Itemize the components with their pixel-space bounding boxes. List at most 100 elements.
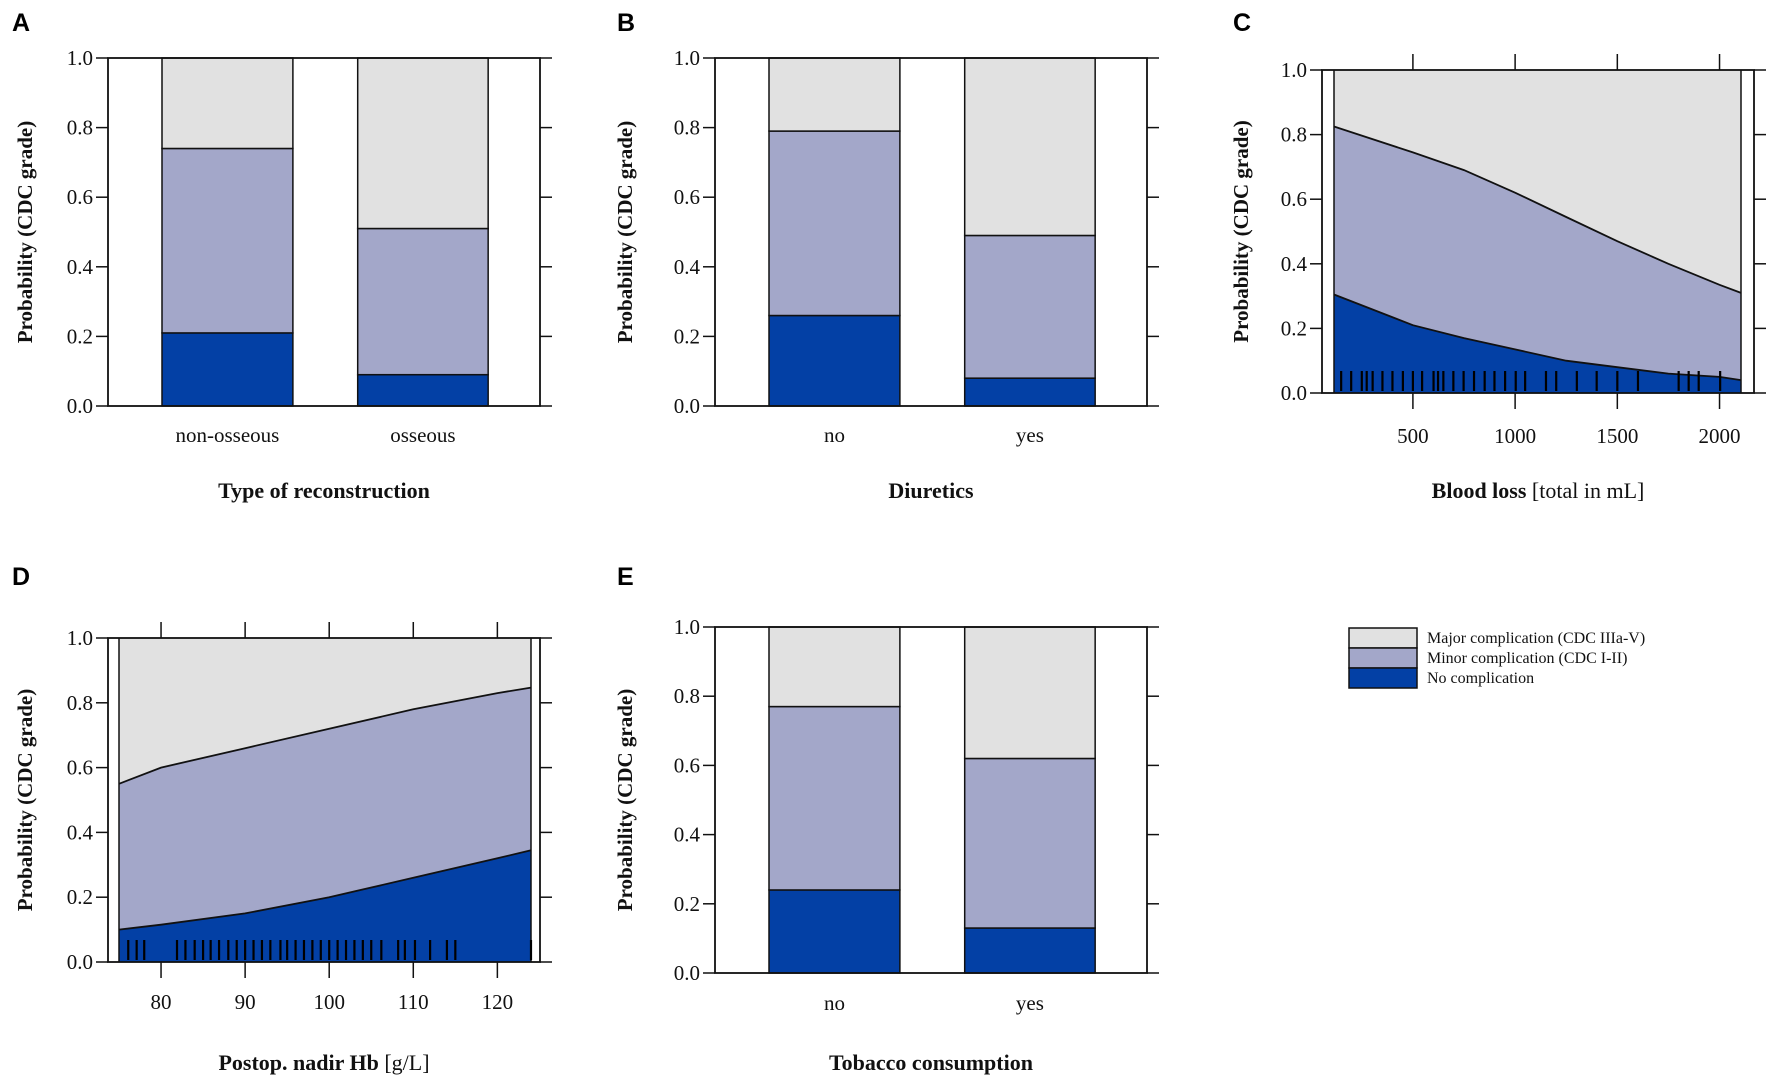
y-tick-label: 0.4 [1281,252,1308,276]
y-tick-label: 1.0 [1281,58,1307,82]
y-axis-label: Probability (CDC grade) [13,689,37,911]
x-tick-label: osseous [390,423,455,447]
y-tick-label: 1.0 [674,46,700,70]
x-tick-label: 1000 [1494,424,1536,448]
plot-frame [107,637,541,963]
y-tick-label: 0.4 [674,255,701,279]
y-tick-label: 0.6 [674,185,700,209]
bar-segment-minor [161,147,294,334]
bar-segment-major [768,57,901,132]
x-tick-label: 110 [398,990,429,1014]
boundary-line-minor [118,686,532,785]
x-tick-label: 90 [235,990,256,1014]
x-tick-label: no [824,423,845,447]
y-tick-label: 0.4 [67,255,94,279]
x-tick-label: yes [1016,423,1044,447]
x-axis-title: Type of reconstruction [218,478,430,503]
legend: Major complication (CDC IIIa-V) Minor com… [1348,627,1645,689]
y-tick-label: 0.8 [67,691,93,715]
bar-segment-minor [356,227,489,376]
x-axis-title-name: Postop. nadir Hb [218,1050,378,1075]
panel-b: Bno yes 0.0 0.2 0.4 0.6 0.8 1.0 Probability (CDC… [613,9,1159,503]
boundary-line-none [1333,293,1742,381]
y-tick-label: 0.6 [67,756,93,780]
panel-d: D 80 90 100 110 120 0.0 0.2 0.4 0.6 0.8 1.0 Probabil… [12,563,552,1075]
y-tick-label: 0.2 [1281,316,1307,340]
bar-segment-minor [963,757,1096,929]
y-tick-label: 0.2 [67,324,93,348]
x-tick-label: 2000 [1699,424,1741,448]
bar-segment-minor [768,705,901,891]
boundary-line-none [118,849,532,931]
area-none [119,850,531,962]
panel-letter: E [617,563,634,591]
boundary-line-minor [1333,125,1742,294]
y-tick-label: 0.6 [1281,187,1307,211]
bar-segment-major [356,57,489,230]
y-axis-label: Probability (CDC grade) [1229,120,1253,342]
y-tick-label: 0.8 [674,684,700,708]
y-tick-label: 0.8 [674,116,700,140]
y-tick-label: 0.8 [1281,123,1307,147]
bar-segment-major [768,626,901,708]
x-axis-title-name: Blood loss [1432,478,1527,503]
x-tick-label: non-osseous [176,423,280,447]
legend-swatch [1348,667,1418,689]
panel-c: C 500 1000 1500 2000 0.0 0.2 0.4 0.6 0.8 1.0 Probab… [1229,9,1766,503]
legend-label: Major complication (CDC IIIa-V) [1427,630,1645,647]
legend-label: Minor complication (CDC I-II) [1427,650,1627,667]
x-tick-label: no [824,991,845,1015]
bar-segment-none [768,314,901,407]
y-tick-label: 0.2 [67,885,93,909]
y-tick-label: 0.2 [674,892,700,916]
y-tick-label: 0.2 [674,324,700,348]
bar-segment-none [161,332,294,407]
plot-frame [714,57,1148,407]
y-tick-label: 1.0 [674,615,700,639]
legend-swatch [1348,627,1418,649]
bar-segment-none [963,927,1096,974]
x-axis-title: Blood loss [total in mL] [1432,478,1645,503]
panel-letter: A [12,9,30,37]
area-minor [119,687,531,930]
x-tick-label: 120 [482,990,514,1014]
legend-swatch [1348,647,1418,669]
y-tick-label: 0.6 [67,185,93,209]
y-tick-label: 0.0 [1281,381,1307,405]
y-tick-label: 0.6 [674,753,700,777]
bar-segment-none [768,889,901,974]
plot-frame [714,626,1148,974]
x-axis-title-name: Type of reconstruction [218,478,430,503]
panel-letter: C [1233,9,1251,37]
y-tick-label: 0.8 [67,116,93,140]
x-tick-label: 100 [313,990,345,1014]
panel-e: Eno yes 0.0 0.2 0.4 0.6 0.8 1.0 Probability (CDC… [613,563,1159,1075]
y-tick-label: 1.0 [67,626,93,650]
bar-segment-minor [963,234,1096,379]
y-tick-label: 0.0 [674,961,700,985]
bar-segment-none [356,373,489,407]
y-tick-label: 0.4 [674,823,701,847]
y-tick-label: 0.0 [674,394,700,418]
bar-segment-minor [768,130,901,317]
x-axis-title: Tobacco consumption [829,1050,1033,1075]
y-tick-label: 0.0 [67,394,93,418]
area-minor [1334,126,1741,381]
legend-label: No complication [1427,670,1534,687]
bar-segment-major [161,57,294,150]
x-tick-label: 1500 [1596,424,1638,448]
plot-frame [107,57,541,407]
y-axis-label: Probability (CDC grade) [13,121,37,343]
area-none [1334,294,1741,393]
y-tick-label: 0.0 [67,950,93,974]
x-tick-label: yes [1016,991,1044,1015]
y-axis-label: Probability (CDC grade) [613,689,637,911]
area-major [1334,70,1741,293]
area-major [119,638,531,784]
x-axis-title-unit: [total in mL] [1526,478,1644,503]
x-axis-title-name: Diuretics [888,478,974,503]
y-axis-label: Probability (CDC grade) [613,121,637,343]
bar-segment-none [963,377,1096,407]
